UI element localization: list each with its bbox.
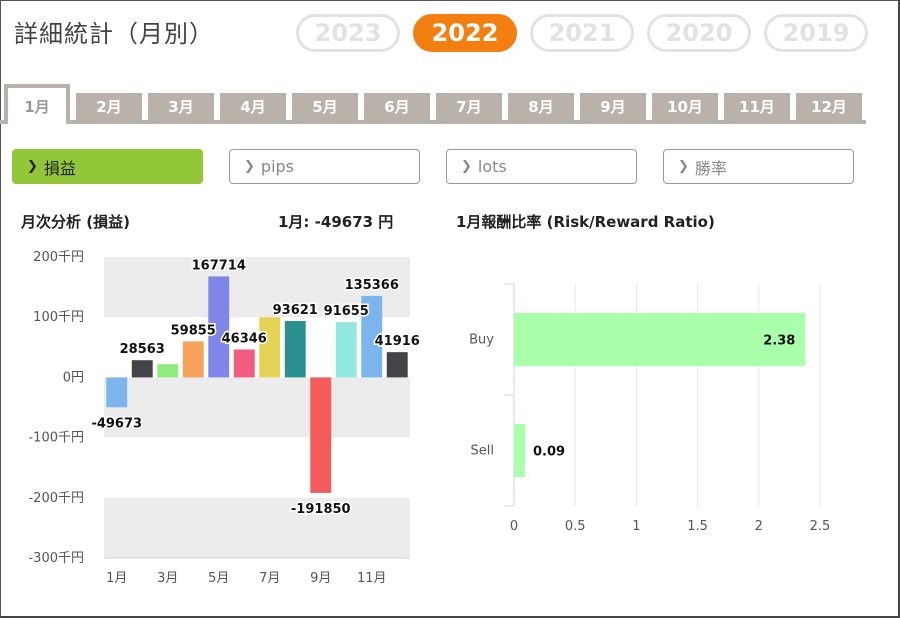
metric-label: 損益 bbox=[43, 158, 76, 178]
x-tick-label: 1月 bbox=[106, 571, 127, 586]
tab-month-1[interactable]: 1月 bbox=[4, 84, 70, 124]
data-label: -191850 bbox=[291, 502, 351, 517]
metric-label: pips bbox=[260, 157, 294, 176]
data-label: 167714 bbox=[192, 258, 246, 273]
data-label: 59855 bbox=[171, 323, 216, 338]
tab-month-11[interactable]: 11月 bbox=[724, 93, 790, 120]
x-tick-label: 9月 bbox=[310, 571, 331, 586]
x-tick-label: 1.5 bbox=[687, 519, 708, 534]
bar-3月 bbox=[157, 364, 179, 378]
bar-5月 bbox=[208, 276, 230, 378]
data-label: -49673 bbox=[91, 416, 142, 431]
bar-10月 bbox=[335, 322, 357, 378]
year-button-2023[interactable]: 2023 bbox=[296, 14, 400, 52]
bar-buy bbox=[514, 312, 806, 367]
data-label: 93621 bbox=[273, 303, 318, 318]
monthly-bar-chart: 200千円 100千円 0円 -100千円 -200千円 -300千円 1月 3月 5月 7月 9月… bbox=[28, 250, 421, 586]
tab-month-3[interactable]: 3月 bbox=[148, 93, 214, 120]
metric-button-winrate[interactable]: ❯ 勝率 bbox=[663, 149, 854, 184]
data-label: 0.09 bbox=[533, 445, 565, 460]
y-tick-label: 200千円 bbox=[33, 250, 84, 265]
monthly-summary: 1月: -49673 円 bbox=[278, 213, 394, 231]
y-tick-label: 100千円 bbox=[33, 310, 84, 325]
bar-4月 bbox=[182, 341, 204, 378]
chevron-right-icon: ❯ bbox=[678, 159, 689, 174]
data-label: 28563 bbox=[120, 342, 165, 357]
data-label: 2.38 bbox=[763, 334, 795, 349]
page-title: 詳細統計（月別） bbox=[14, 20, 214, 48]
monthly-chart-title: 月次分析 (損益) bbox=[21, 213, 130, 231]
bar-11月 bbox=[361, 295, 383, 378]
bar-7月 bbox=[259, 317, 281, 378]
x-tick-label: 2.5 bbox=[810, 519, 831, 534]
risk-reward-bar-chart: 0 0.5 1 1.5 2 2.5 Buy 2.38 Sell 0.09 bbox=[469, 283, 831, 534]
x-tick-label: 0.5 bbox=[565, 519, 586, 534]
plot-band bbox=[104, 257, 410, 318]
bar-6月 bbox=[233, 349, 255, 378]
tab-month-6[interactable]: 6月 bbox=[364, 93, 430, 120]
tab-month-9[interactable]: 9月 bbox=[580, 93, 646, 120]
data-label: 41916 bbox=[375, 334, 420, 349]
plot-band bbox=[104, 377, 410, 438]
metric-label: lots bbox=[477, 157, 507, 176]
year-button-2019[interactable]: 2019 bbox=[764, 14, 868, 52]
tab-month-8[interactable]: 8月 bbox=[508, 93, 574, 120]
x-tick-label: 11月 bbox=[357, 571, 387, 586]
ratio-chart-title: 1月報酬比率 (Risk/Reward Ratio) bbox=[456, 213, 715, 231]
chevron-right-icon: ❯ bbox=[244, 159, 255, 174]
tab-month-2[interactable]: 2月 bbox=[76, 93, 142, 120]
tab-month-5[interactable]: 5月 bbox=[292, 93, 358, 120]
chevron-right-icon: ❯ bbox=[461, 159, 472, 174]
chevron-right-icon: ❯ bbox=[27, 159, 38, 174]
metric-label: 勝率 bbox=[694, 158, 727, 178]
tab-month-7[interactable]: 7月 bbox=[436, 93, 502, 120]
bar-8月 bbox=[284, 321, 306, 378]
metric-button-pips[interactable]: ❯ pips bbox=[229, 149, 420, 184]
tab-month-12[interactable]: 12月 bbox=[796, 93, 862, 120]
x-tick-label: 2 bbox=[755, 519, 763, 534]
y-tick-label: -200千円 bbox=[28, 491, 84, 506]
y-tick-label: Sell bbox=[471, 444, 494, 459]
bar-sell bbox=[514, 423, 526, 478]
bar-12月 bbox=[386, 352, 408, 378]
y-tick-label: Buy bbox=[469, 333, 494, 348]
month-tabs: 1月 2月 3月 4月 5月 6月 7月 8月 9月 10月 11月 12月 bbox=[0, 84, 866, 124]
x-tick-label: 1 bbox=[632, 519, 640, 534]
plot-band bbox=[104, 497, 410, 558]
metric-button-lots[interactable]: ❯ lots bbox=[446, 149, 637, 184]
data-label: 46346 bbox=[222, 331, 267, 346]
year-button-2022[interactable]: 2022 bbox=[413, 14, 517, 52]
year-button-2020[interactable]: 2020 bbox=[647, 14, 751, 52]
y-tick-label: -100千円 bbox=[28, 431, 84, 446]
bar-2月 bbox=[131, 360, 153, 378]
y-tick-label: -300千円 bbox=[28, 551, 84, 566]
bar-9月 bbox=[310, 377, 332, 493]
data-label: 91655 bbox=[324, 304, 369, 319]
y-tick-label: 0円 bbox=[63, 370, 84, 385]
data-label: 135366 bbox=[345, 278, 399, 293]
x-tick-label: 5月 bbox=[208, 571, 229, 586]
tab-month-4[interactable]: 4月 bbox=[220, 93, 286, 120]
tab-month-10[interactable]: 10月 bbox=[652, 93, 718, 120]
x-tick-label: 3月 bbox=[157, 571, 178, 586]
bar-1月 bbox=[106, 377, 128, 408]
year-selector: 2023 2022 2021 2020 2019 bbox=[296, 14, 868, 52]
x-tick-label: 0 bbox=[510, 519, 518, 534]
year-button-2021[interactable]: 2021 bbox=[530, 14, 634, 52]
x-tick-label: 7月 bbox=[259, 571, 280, 586]
metric-button-profit[interactable]: ❯ 損益 bbox=[12, 149, 203, 184]
